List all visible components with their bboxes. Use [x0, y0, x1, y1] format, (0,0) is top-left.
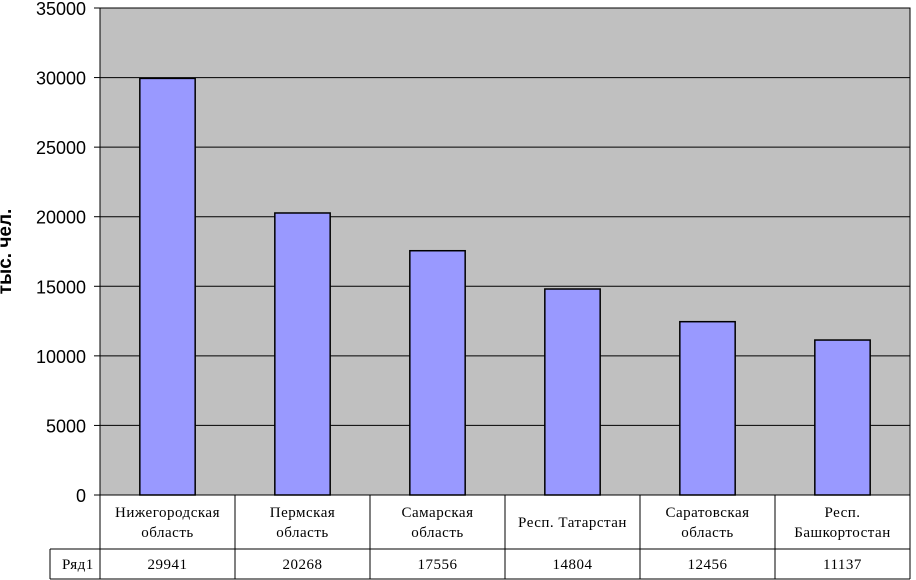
legend-entry: Ряд1 — [62, 557, 94, 573]
bar — [274, 212, 331, 496]
gridlines — [99, 7, 911, 496]
y-axis: 0 5000 10000 15000 20000 25000 30000 35000 — [36, 0, 101, 506]
plot-area — [100, 8, 910, 495]
data-table: Нижегородская область Пермская область Самар… — [49, 494, 911, 580]
y-tick-label: 15000 — [36, 277, 86, 297]
y-tick-label: 5000 — [46, 416, 86, 436]
category-label: область — [681, 525, 733, 541]
data-label: 11137 — [823, 557, 862, 573]
y-tick-label: 20000 — [36, 208, 86, 228]
y-tick-label: 35000 — [36, 0, 86, 19]
data-label: 29941 — [148, 557, 188, 573]
y-tick-label: 30000 — [36, 69, 86, 89]
category-label: Нижегородская — [115, 505, 220, 521]
bar — [409, 249, 466, 496]
category-label: Пермская — [270, 505, 336, 521]
data-label: 14804 — [553, 557, 593, 573]
y-tick-label: 25000 — [36, 138, 86, 158]
category-label: Башкортостан — [794, 525, 890, 541]
bar — [679, 320, 736, 496]
bar — [139, 77, 196, 496]
category-label: Респ. — [824, 505, 860, 521]
category-label: Самарская — [402, 505, 474, 521]
data-label: 17556 — [418, 557, 458, 573]
data-label: 20268 — [283, 557, 323, 573]
data-label: 12456 — [688, 557, 728, 573]
category-label: Саратовская — [665, 505, 749, 521]
y-tick-label: 0 — [76, 486, 86, 506]
category-label: область — [141, 525, 193, 541]
category-label: область — [411, 525, 463, 541]
category-label: Респ. Татарстан — [518, 515, 627, 531]
bars — [139, 77, 871, 496]
category-label: область — [276, 525, 328, 541]
bar — [544, 288, 601, 496]
y-axis-label: тыс. чел. — [0, 209, 16, 295]
bar — [814, 339, 871, 496]
y-tick-label: 10000 — [36, 347, 86, 367]
